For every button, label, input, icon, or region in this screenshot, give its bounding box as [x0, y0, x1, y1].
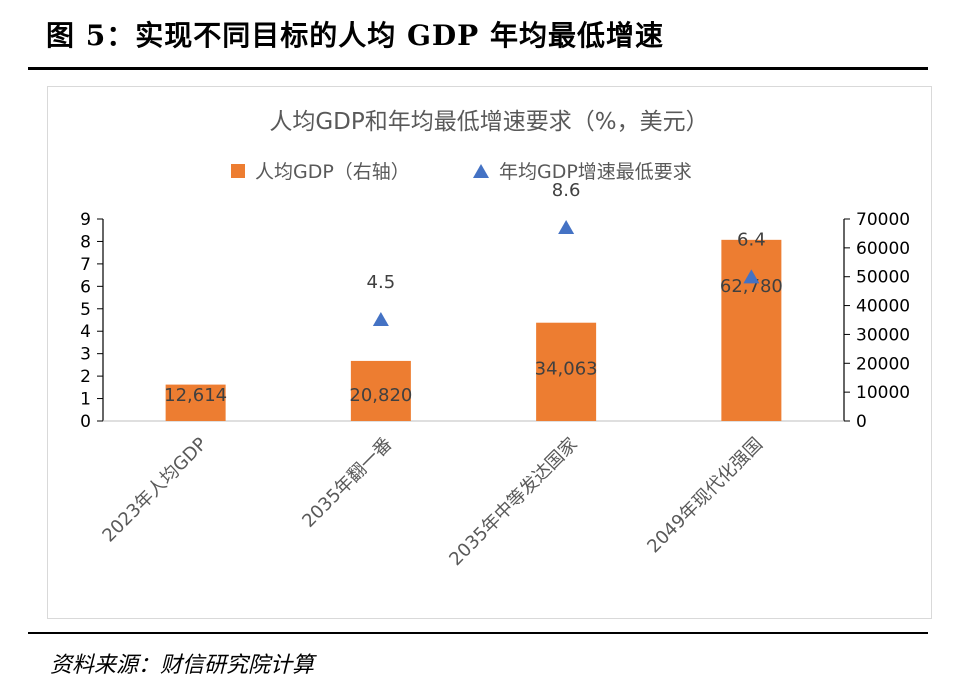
bar-data-label: 12,614 [164, 385, 227, 406]
source-note: 资料来源：财信研究院计算 [50, 653, 315, 678]
category-label: 2023年人均GDP [98, 434, 211, 547]
left-axis-tick-label: 7 [80, 255, 91, 275]
left-axis-tick-label: 1 [80, 390, 91, 410]
right-axis-tick-label: 20000 [856, 354, 910, 374]
marker-point [558, 219, 575, 234]
bar-data-label: 62,780 [720, 276, 783, 297]
bar [350, 360, 411, 421]
legend-swatch-bar [231, 164, 245, 178]
chart-container: 人均GDP和年均最低增速要求（%，美元） 人均GDP（右轴） 年均GDP增速最低… [47, 86, 932, 619]
right-axis-tick-label: 10000 [856, 383, 910, 403]
bar [536, 322, 597, 421]
legend-swatch-triangle [473, 164, 489, 178]
marker-point [372, 312, 389, 326]
legend-label-marker: 年均GDP增速最低要求 [499, 161, 692, 183]
top-rule [28, 67, 928, 70]
left-axis-tick-label: 5 [80, 300, 91, 320]
bar-data-label: 34,063 [535, 359, 598, 380]
bar [165, 384, 226, 421]
right-axis-tick-label: 30000 [856, 325, 910, 345]
category-labels: 2023年人均GDP 2035年翻一番 2035年中等发达国家 2049年现代化强国 [98, 434, 767, 570]
chart-svg: 人均GDP和年均最低增速要求（%，美元） 人均GDP（右轴） 年均GDP增速最低… [80, 109, 910, 570]
left-axis-tick-label: 0 [80, 412, 91, 432]
figure-title: 图 5：实现不同目标的人均 GDP 年均最低增速 [46, 19, 664, 52]
left-axis-tick-label: 8 [80, 232, 91, 252]
category-label: 2035年中等发达国家 [445, 434, 581, 570]
right-axis-tick-label: 0 [856, 412, 867, 432]
legend-label-bar: 人均GDP（右轴） [255, 161, 410, 183]
bar-data-label: 20,820 [349, 385, 412, 406]
category-label: 2049年现代化强国 [643, 434, 767, 558]
chart-title: 人均GDP和年均最低增速要求（%，美元） [269, 109, 708, 135]
marker-data-label: 4.5 [367, 272, 396, 293]
bar-series: 12,614 20,820 34,063 62,780 [164, 239, 783, 421]
left-axis-tick-label: 6 [80, 277, 91, 297]
right-axis-tick-label: 50000 [856, 268, 910, 288]
left-axis-tick-label: 2 [80, 367, 91, 387]
right-axis-tick-label: 70000 [856, 210, 910, 230]
left-axis-tick-label: 3 [80, 345, 91, 365]
marker-series: 4.5 8.6 6.4 [367, 180, 766, 326]
bottom-rule [28, 632, 928, 634]
marker-point [743, 269, 760, 284]
axes: 0123456789010000200003000040000500006000… [80, 210, 910, 432]
left-axis-tick-label: 9 [80, 210, 91, 230]
bar [721, 239, 782, 421]
marker-data-label: 6.4 [737, 229, 766, 250]
right-axis-tick-label: 60000 [856, 239, 910, 259]
right-axis-tick-label: 40000 [856, 297, 910, 317]
category-label: 2035年翻一番 [298, 434, 396, 532]
legend: 人均GDP（右轴） 年均GDP增速最低要求 [231, 161, 692, 183]
marker-data-label: 8.6 [552, 180, 581, 201]
left-axis-tick-label: 4 [80, 322, 91, 342]
